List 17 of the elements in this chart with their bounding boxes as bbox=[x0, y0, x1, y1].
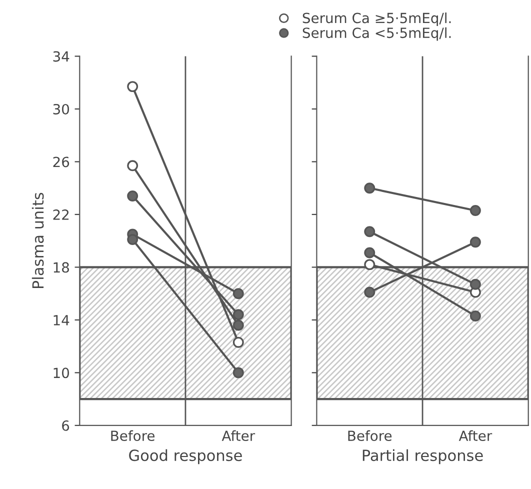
y-tick-label: 6 bbox=[62, 420, 70, 431]
y-tick-label: 18 bbox=[54, 262, 69, 273]
x-axis-title: Good response bbox=[129, 449, 242, 464]
x-tick-label: After bbox=[458, 430, 492, 442]
y-axis-title: Plasma units bbox=[32, 192, 44, 288]
x-tick-label: Before bbox=[348, 430, 392, 442]
y-tick-label: 14 bbox=[54, 315, 70, 326]
legend-label: Serum Ca <5·5mEq/l. bbox=[302, 27, 451, 41]
y-tick-label: 30 bbox=[53, 104, 70, 114]
x-tick-label: After bbox=[222, 430, 256, 442]
x-tick-label: Before bbox=[111, 430, 155, 442]
y-tick-label: 10 bbox=[54, 368, 70, 378]
y-tick-label: 26 bbox=[53, 156, 70, 168]
y-tick-label: 34 bbox=[53, 51, 70, 62]
y-tick-label: 22 bbox=[53, 209, 69, 220]
x-axis-title: Partial response bbox=[362, 449, 483, 464]
legend-label: Serum Ca ≥5·5mEq/l. bbox=[302, 12, 451, 26]
